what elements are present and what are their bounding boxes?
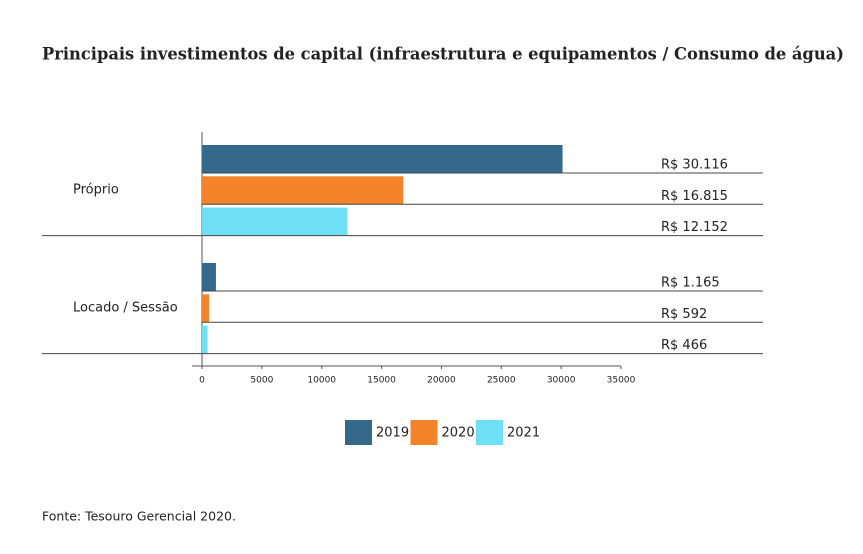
bar [202, 325, 208, 354]
value-label: R$ 12.152 [661, 220, 728, 235]
legend-swatch [410, 420, 438, 445]
legend-swatch [476, 420, 503, 445]
legend-label: 2019 [376, 426, 409, 441]
x-tick-label: 20000 [427, 376, 456, 386]
bar [202, 263, 216, 291]
chart-title: Principais investimentos de capital (inf… [42, 45, 844, 64]
bar [202, 176, 404, 205]
bar [202, 207, 348, 236]
x-tick-label: 35000 [607, 376, 636, 386]
x-tick-label: 30000 [547, 376, 576, 386]
legend-swatch [345, 420, 372, 445]
source: Fonte: Tesouro Gerencial 2020. [42, 509, 236, 524]
bar [202, 294, 210, 323]
category-label: Locado / Sessão [73, 300, 178, 315]
x-tick-label: 0 [199, 376, 205, 386]
value-label: R$ 466 [661, 338, 707, 353]
x-tick-label: 5000 [250, 376, 273, 386]
legend-label: 2020 [442, 426, 475, 441]
bar [202, 145, 563, 173]
category-label: Próprio [73, 182, 119, 197]
x-tick-label: 10000 [307, 376, 336, 386]
value-label: R$ 30.116 [661, 158, 728, 173]
value-label: R$ 592 [661, 307, 707, 322]
x-tick-label: 25000 [487, 376, 516, 386]
value-label: R$ 1.165 [661, 276, 720, 291]
value-label: R$ 16.815 [661, 189, 728, 204]
legend-label: 2021 [507, 426, 540, 441]
x-tick-label: 15000 [367, 376, 396, 386]
